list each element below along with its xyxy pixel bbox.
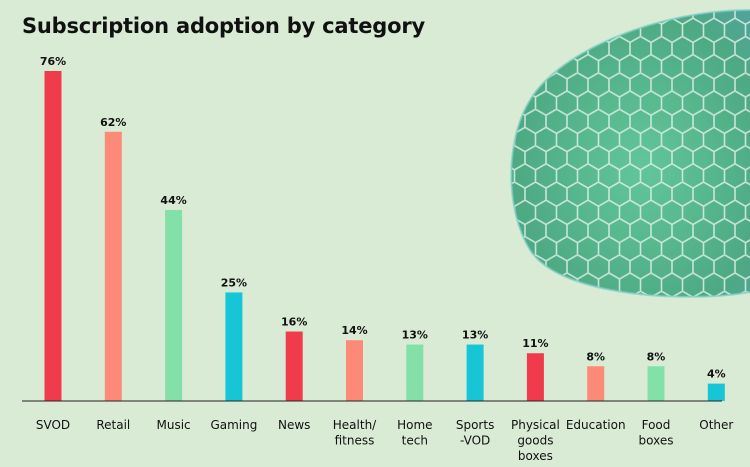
value-label-10: 8% xyxy=(647,350,666,363)
value-label-4: 16% xyxy=(281,316,307,329)
category-label-0: SVOD xyxy=(36,418,70,432)
bar-5 xyxy=(346,340,363,401)
value-label-2: 44% xyxy=(160,194,186,207)
value-label-8: 11% xyxy=(522,337,548,350)
chart-title: Subscription adoption by category xyxy=(22,14,425,38)
bar-4 xyxy=(285,331,303,401)
category-label-5: fitness xyxy=(335,434,375,448)
value-label-1: 62% xyxy=(100,116,126,129)
value-label-9: 8% xyxy=(586,350,605,363)
category-label-3: Gaming xyxy=(210,418,257,432)
value-label-5: 14% xyxy=(341,324,367,337)
hexagon-dome-icon xyxy=(510,9,750,298)
category-label-4: News xyxy=(278,418,310,432)
value-label-3: 25% xyxy=(221,276,247,289)
value-label-11: 4% xyxy=(707,368,726,381)
bar-9 xyxy=(587,366,605,401)
category-label-10: Food xyxy=(642,418,671,432)
bar-7 xyxy=(466,344,484,401)
bar-1 xyxy=(104,131,122,401)
category-label-5: Health/ xyxy=(333,418,377,432)
category-label-7: Sports xyxy=(456,418,494,432)
bar-2 xyxy=(165,209,183,401)
bar-6 xyxy=(406,344,424,401)
category-label-9: Education xyxy=(566,418,626,432)
value-label-0: 76% xyxy=(40,55,66,68)
category-label-1: Retail xyxy=(96,418,130,432)
bar-11 xyxy=(707,383,725,401)
category-label-7: -VOD xyxy=(460,434,490,448)
bar-3 xyxy=(225,292,243,401)
category-label-2: Music xyxy=(157,418,191,432)
category-label-6: Home xyxy=(397,418,432,432)
value-label-7: 13% xyxy=(462,329,488,342)
value-label-6: 13% xyxy=(402,329,428,342)
bar-0 xyxy=(44,71,62,401)
category-label-8: boxes xyxy=(518,449,553,463)
category-label-10: boxes xyxy=(639,434,674,448)
category-label-6: tech xyxy=(402,434,428,448)
category-label-8: goods xyxy=(517,434,553,448)
category-label-11: Other xyxy=(699,418,733,432)
category-label-8: Physical xyxy=(511,418,560,432)
bar-8 xyxy=(526,353,544,401)
bar-10 xyxy=(647,366,665,401)
